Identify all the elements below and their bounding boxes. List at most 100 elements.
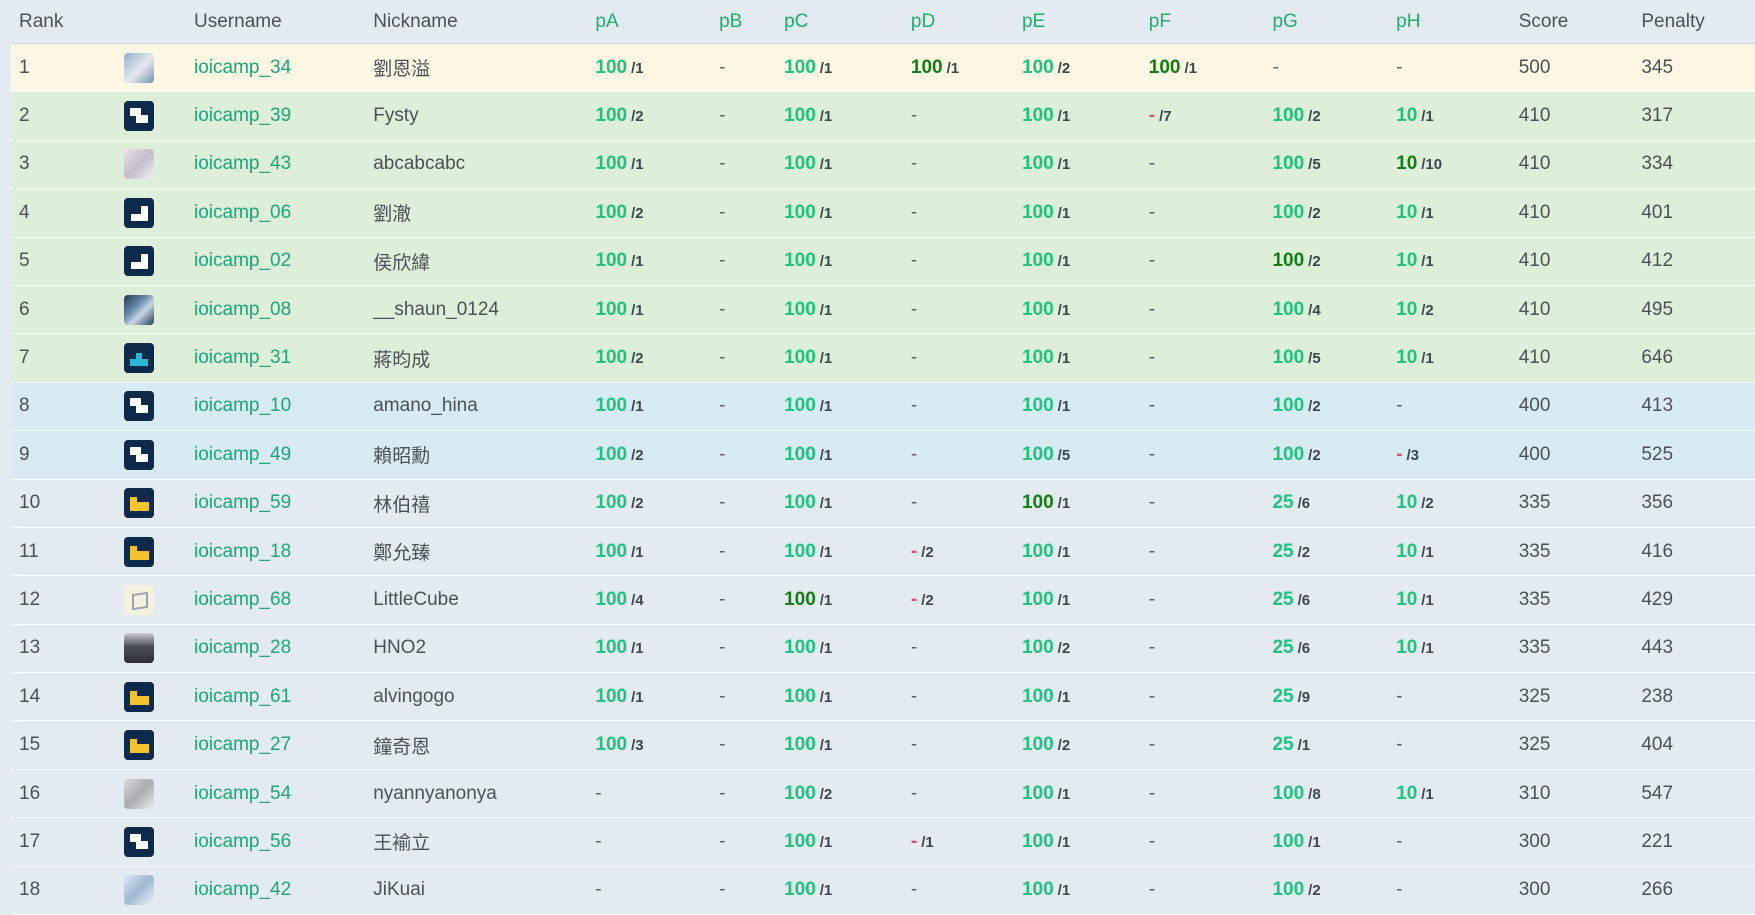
username-link[interactable]: ioicamp_61: [194, 685, 292, 707]
score-header[interactable]: Score: [1510, 0, 1634, 44]
problem-cell-pa[interactable]: 100/3: [587, 720, 712, 770]
avatar[interactable]: [123, 197, 154, 228]
problem-cell-pf[interactable]: -: [1140, 188, 1265, 238]
problem-cell-pg[interactable]: 100/2: [1264, 382, 1389, 432]
problem-cell-pb[interactable]: -: [711, 624, 777, 674]
username-link[interactable]: ioicamp_18: [194, 540, 292, 562]
problem-cell-pg[interactable]: 25/6: [1264, 575, 1389, 625]
avatar[interactable]: [123, 246, 154, 277]
username-link[interactable]: ioicamp_39: [194, 105, 292, 127]
problem-cell-ph[interactable]: 10/1: [1388, 91, 1511, 141]
problem-cell-pe[interactable]: 100/1: [1013, 769, 1141, 819]
problem-header-pc[interactable]: pC: [776, 0, 903, 44]
problem-cell-pc[interactable]: 100/1: [776, 140, 903, 190]
problem-cell-pd[interactable]: -: [902, 479, 1014, 528]
problem-header-ph[interactable]: pH: [1388, 0, 1511, 44]
problem-cell-pd[interactable]: -/2: [902, 527, 1014, 577]
problem-cell-pe[interactable]: 100/1: [1013, 188, 1141, 238]
problem-cell-ph[interactable]: -: [1388, 720, 1511, 770]
username-link[interactable]: ioicamp_68: [194, 588, 292, 610]
avatar[interactable]: [123, 149, 154, 180]
problem-cell-pa[interactable]: 100/1: [587, 382, 712, 432]
problem-cell-pd[interactable]: -: [902, 769, 1014, 819]
problem-cell-pa[interactable]: 100/1: [587, 672, 712, 722]
problem-cell-pe[interactable]: 100/2: [1013, 43, 1141, 93]
problem-cell-pf[interactable]: -: [1140, 769, 1265, 819]
problem-cell-pa[interactable]: 100/4: [587, 575, 712, 625]
problem-cell-pd[interactable]: -: [902, 672, 1014, 722]
problem-cell-pe[interactable]: 100/1: [1013, 140, 1141, 190]
problem-cell-pa[interactable]: 100/1: [587, 624, 712, 674]
problem-cell-pb[interactable]: -: [711, 382, 777, 432]
problem-cell-pb[interactable]: -: [711, 575, 777, 625]
problem-cell-pf[interactable]: -: [1140, 720, 1265, 770]
problem-cell-pd[interactable]: -: [902, 624, 1014, 674]
problem-cell-pb[interactable]: -: [711, 817, 777, 867]
problem-header-pa[interactable]: pA: [587, 0, 712, 44]
problem-cell-ph[interactable]: 10/1: [1388, 527, 1511, 577]
problem-cell-pd[interactable]: -: [902, 720, 1014, 770]
problem-cell-pb[interactable]: -: [711, 140, 777, 190]
problem-cell-pa[interactable]: 100/2: [587, 430, 712, 480]
problem-cell-pg[interactable]: 25/6: [1264, 479, 1389, 528]
problem-header-pe[interactable]: pE: [1013, 0, 1141, 44]
problem-cell-ph[interactable]: -: [1388, 866, 1511, 915]
avatar[interactable]: [123, 294, 154, 325]
problem-cell-pc[interactable]: 100/1: [776, 430, 903, 480]
problem-header-pf[interactable]: pF: [1140, 0, 1265, 44]
problem-cell-pe[interactable]: 100/1: [1013, 817, 1141, 867]
problem-cell-pd[interactable]: -: [902, 188, 1014, 238]
problem-cell-ph[interactable]: 10/2: [1388, 479, 1511, 528]
avatar[interactable]: [123, 730, 154, 761]
problem-cell-pa[interactable]: -: [587, 817, 712, 867]
avatar[interactable]: [123, 633, 154, 664]
problem-cell-pd[interactable]: -: [902, 333, 1014, 383]
rank-header[interactable]: Rank: [11, 0, 116, 44]
problem-cell-ph[interactable]: -: [1388, 817, 1511, 867]
problem-cell-ph[interactable]: -: [1388, 43, 1511, 93]
avatar[interactable]: [123, 52, 154, 83]
problem-cell-pc[interactable]: 100/1: [776, 188, 903, 238]
problem-cell-pb[interactable]: -: [711, 43, 777, 93]
username-link[interactable]: ioicamp_02: [194, 250, 292, 272]
problem-cell-pe[interactable]: 100/5: [1013, 430, 1141, 480]
problem-cell-pf[interactable]: -: [1140, 237, 1265, 286]
problem-cell-pg[interactable]: 25/9: [1264, 672, 1389, 722]
problem-cell-pd[interactable]: -: [902, 382, 1014, 432]
problem-cell-ph[interactable]: 10/1: [1388, 333, 1511, 383]
avatar[interactable]: [123, 826, 154, 857]
problem-cell-pc[interactable]: 100/1: [776, 237, 903, 286]
problem-cell-pc[interactable]: 100/1: [776, 382, 903, 432]
problem-cell-pe[interactable]: 100/1: [1013, 91, 1141, 141]
problem-cell-pf[interactable]: -/7: [1140, 91, 1265, 141]
problem-cell-pb[interactable]: -: [711, 479, 777, 528]
problem-cell-pc[interactable]: 100/1: [776, 527, 903, 577]
problem-cell-pd[interactable]: -: [902, 285, 1014, 335]
problem-cell-pb[interactable]: -: [711, 430, 777, 480]
avatar[interactable]: [123, 488, 154, 519]
problem-cell-ph[interactable]: -/3: [1388, 430, 1511, 480]
problem-cell-pf[interactable]: -: [1140, 575, 1265, 625]
problem-cell-pd[interactable]: -: [902, 430, 1014, 480]
problem-cell-pa[interactable]: 100/1: [587, 527, 712, 577]
username-link[interactable]: ioicamp_27: [194, 734, 292, 756]
problem-cell-pd[interactable]: -: [902, 91, 1014, 141]
problem-cell-pe[interactable]: 100/1: [1013, 527, 1141, 577]
problem-cell-pc[interactable]: 100/1: [776, 285, 903, 335]
problem-cell-pe[interactable]: 100/1: [1013, 333, 1141, 383]
problem-cell-pd[interactable]: -: [902, 140, 1014, 190]
avatar[interactable]: [123, 439, 154, 470]
username-link[interactable]: ioicamp_56: [194, 830, 292, 852]
problem-cell-pc[interactable]: 100/1: [776, 91, 903, 141]
problem-cell-pe[interactable]: 100/1: [1013, 575, 1141, 625]
problem-cell-pc[interactable]: 100/1: [776, 866, 903, 915]
problem-cell-pb[interactable]: -: [711, 720, 777, 770]
problem-cell-pg[interactable]: 100/5: [1264, 140, 1389, 190]
problem-cell-pd[interactable]: -/1: [902, 817, 1014, 867]
problem-cell-ph[interactable]: 10/2: [1388, 285, 1511, 335]
problem-cell-pe[interactable]: 100/1: [1013, 237, 1141, 286]
problem-cell-pa[interactable]: 100/1: [587, 43, 712, 93]
problem-cell-ph[interactable]: 10/1: [1388, 624, 1511, 674]
problem-cell-pe[interactable]: 100/1: [1013, 672, 1141, 722]
problem-cell-pb[interactable]: -: [711, 188, 777, 238]
